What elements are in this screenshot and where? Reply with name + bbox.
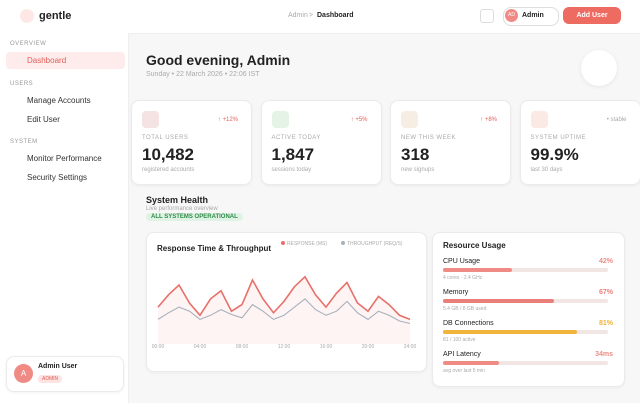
legend-dot bbox=[341, 241, 345, 245]
resource-detail: 4 cores · 2.4 GHz bbox=[443, 275, 483, 281]
legend-label: RESPONSE (MS) bbox=[287, 241, 327, 247]
resource-title: Resource Usage bbox=[443, 241, 506, 250]
brand: gentle bbox=[39, 10, 72, 22]
stat-icon bbox=[271, 111, 289, 128]
sidebar: gentle OVERVIEW Dashboard USERS Manage A… bbox=[0, 0, 129, 403]
illustration bbox=[581, 50, 617, 86]
chart-title: Response Time & Throughput bbox=[157, 244, 272, 253]
stat-value: 99.9% bbox=[530, 145, 579, 164]
stat-change: ↑ +8% bbox=[480, 117, 497, 123]
x-tick-label: 04:00 bbox=[194, 344, 207, 350]
section-subtitle: Live performance overview bbox=[146, 206, 218, 212]
bell[interactable] bbox=[480, 9, 494, 23]
section-title: SYSTEM bbox=[10, 139, 38, 145]
bar-fill bbox=[443, 299, 554, 303]
stat-label: SYSTEM UPTIME bbox=[530, 135, 587, 141]
resource-value: 81% bbox=[598, 320, 613, 327]
stat-icon bbox=[142, 111, 159, 128]
resource-detail: 5.4 GB / 8 GB used bbox=[443, 306, 487, 312]
breadcrumb-sep: > bbox=[309, 12, 314, 19]
stat-value: 10,482 bbox=[142, 145, 194, 164]
chart-card bbox=[146, 232, 427, 372]
stat-note: sessions today bbox=[271, 167, 312, 173]
topbar: Admin > Dashboard AD Admin Add User bbox=[128, 0, 640, 34]
stat-label: NEW THIS WEEK bbox=[401, 135, 457, 141]
x-tick-label: 20:00 bbox=[362, 344, 375, 350]
x-tick-label: 08:00 bbox=[236, 344, 249, 350]
stat-change: ↑ +12% bbox=[217, 117, 238, 123]
stat-value: 318 bbox=[401, 145, 430, 164]
stat-note: new signups bbox=[401, 167, 435, 173]
stat-note: registered accounts bbox=[142, 167, 195, 173]
resource-detail: avg over last 5 min bbox=[443, 368, 485, 374]
stat-note: last 30 days bbox=[530, 167, 563, 173]
status-badge: ALL SYSTEMS OPERATIONAL bbox=[146, 213, 243, 221]
nav-item[interactable]: Monitor Performance bbox=[27, 154, 102, 163]
bar-fill bbox=[443, 268, 513, 272]
resource-detail: 81 / 100 active bbox=[443, 337, 476, 343]
nav-item[interactable]: Manage Accounts bbox=[27, 96, 91, 105]
stat-change: • stable bbox=[606, 117, 627, 123]
stat-label: TOTAL USERS bbox=[142, 135, 189, 141]
date: Sunday • 22 March 2026 • 22:06 IST bbox=[146, 71, 260, 78]
logo bbox=[20, 9, 34, 23]
legend-label: THROUGHPUT (REQ/S) bbox=[347, 241, 403, 247]
x-tick-label: 24:00 bbox=[404, 344, 417, 350]
breadcrumb: Admin bbox=[288, 12, 308, 19]
legend-dot bbox=[281, 241, 285, 245]
stat-icon bbox=[530, 111, 548, 128]
nav-item[interactable]: Dashboard bbox=[27, 56, 67, 65]
resource-value: 34ms bbox=[595, 351, 613, 358]
bar-track bbox=[443, 361, 608, 365]
active-item-bg bbox=[6, 52, 125, 69]
resource-label: API Latency bbox=[443, 351, 481, 358]
role-badge: ADMIN bbox=[38, 375, 63, 383]
user-name: Admin User bbox=[38, 363, 78, 370]
resource-value: 42% bbox=[598, 258, 613, 265]
chart: 00:00 04:00 08:00 12:00 16:00 20:00 24:00 RESPO… bbox=[152, 241, 417, 350]
line bbox=[157, 275, 411, 321]
section-title: USERS bbox=[10, 81, 34, 87]
avatar: A bbox=[14, 364, 33, 383]
breadcrumb: Dashboard bbox=[317, 12, 354, 19]
avatar: AD bbox=[505, 9, 518, 22]
section-title: OVERVIEW bbox=[10, 41, 47, 47]
stat-icon bbox=[401, 111, 418, 128]
resource-value: 67% bbox=[598, 289, 613, 296]
stat-change: ↑ +5% bbox=[350, 117, 368, 123]
add-user-button[interactable]: Add User bbox=[563, 7, 621, 24]
stat-label: ACTIVE TODAY bbox=[271, 135, 321, 141]
x-tick-label: 12:00 bbox=[278, 344, 291, 350]
line bbox=[157, 298, 411, 325]
nav-item[interactable]: Security Settings bbox=[27, 173, 88, 182]
nav-item[interactable]: Edit User bbox=[27, 115, 60, 124]
bar-track bbox=[443, 268, 608, 272]
section-title: System Health bbox=[146, 195, 209, 205]
bar-fill bbox=[443, 330, 577, 334]
resource-label: DB Connections bbox=[443, 320, 494, 327]
resource-label: CPU Usage bbox=[443, 258, 480, 265]
area bbox=[158, 276, 410, 344]
user-name: Admin bbox=[522, 12, 544, 19]
bar-fill bbox=[443, 361, 500, 365]
x-tick-label: 00:00 bbox=[152, 344, 165, 350]
resource-label: Memory bbox=[443, 289, 469, 296]
user-menu[interactable] bbox=[503, 7, 559, 26]
x-tick-label: 16:00 bbox=[320, 344, 333, 350]
stat-value: 1,847 bbox=[271, 145, 315, 164]
greeting: Good evening, Admin bbox=[146, 52, 291, 68]
